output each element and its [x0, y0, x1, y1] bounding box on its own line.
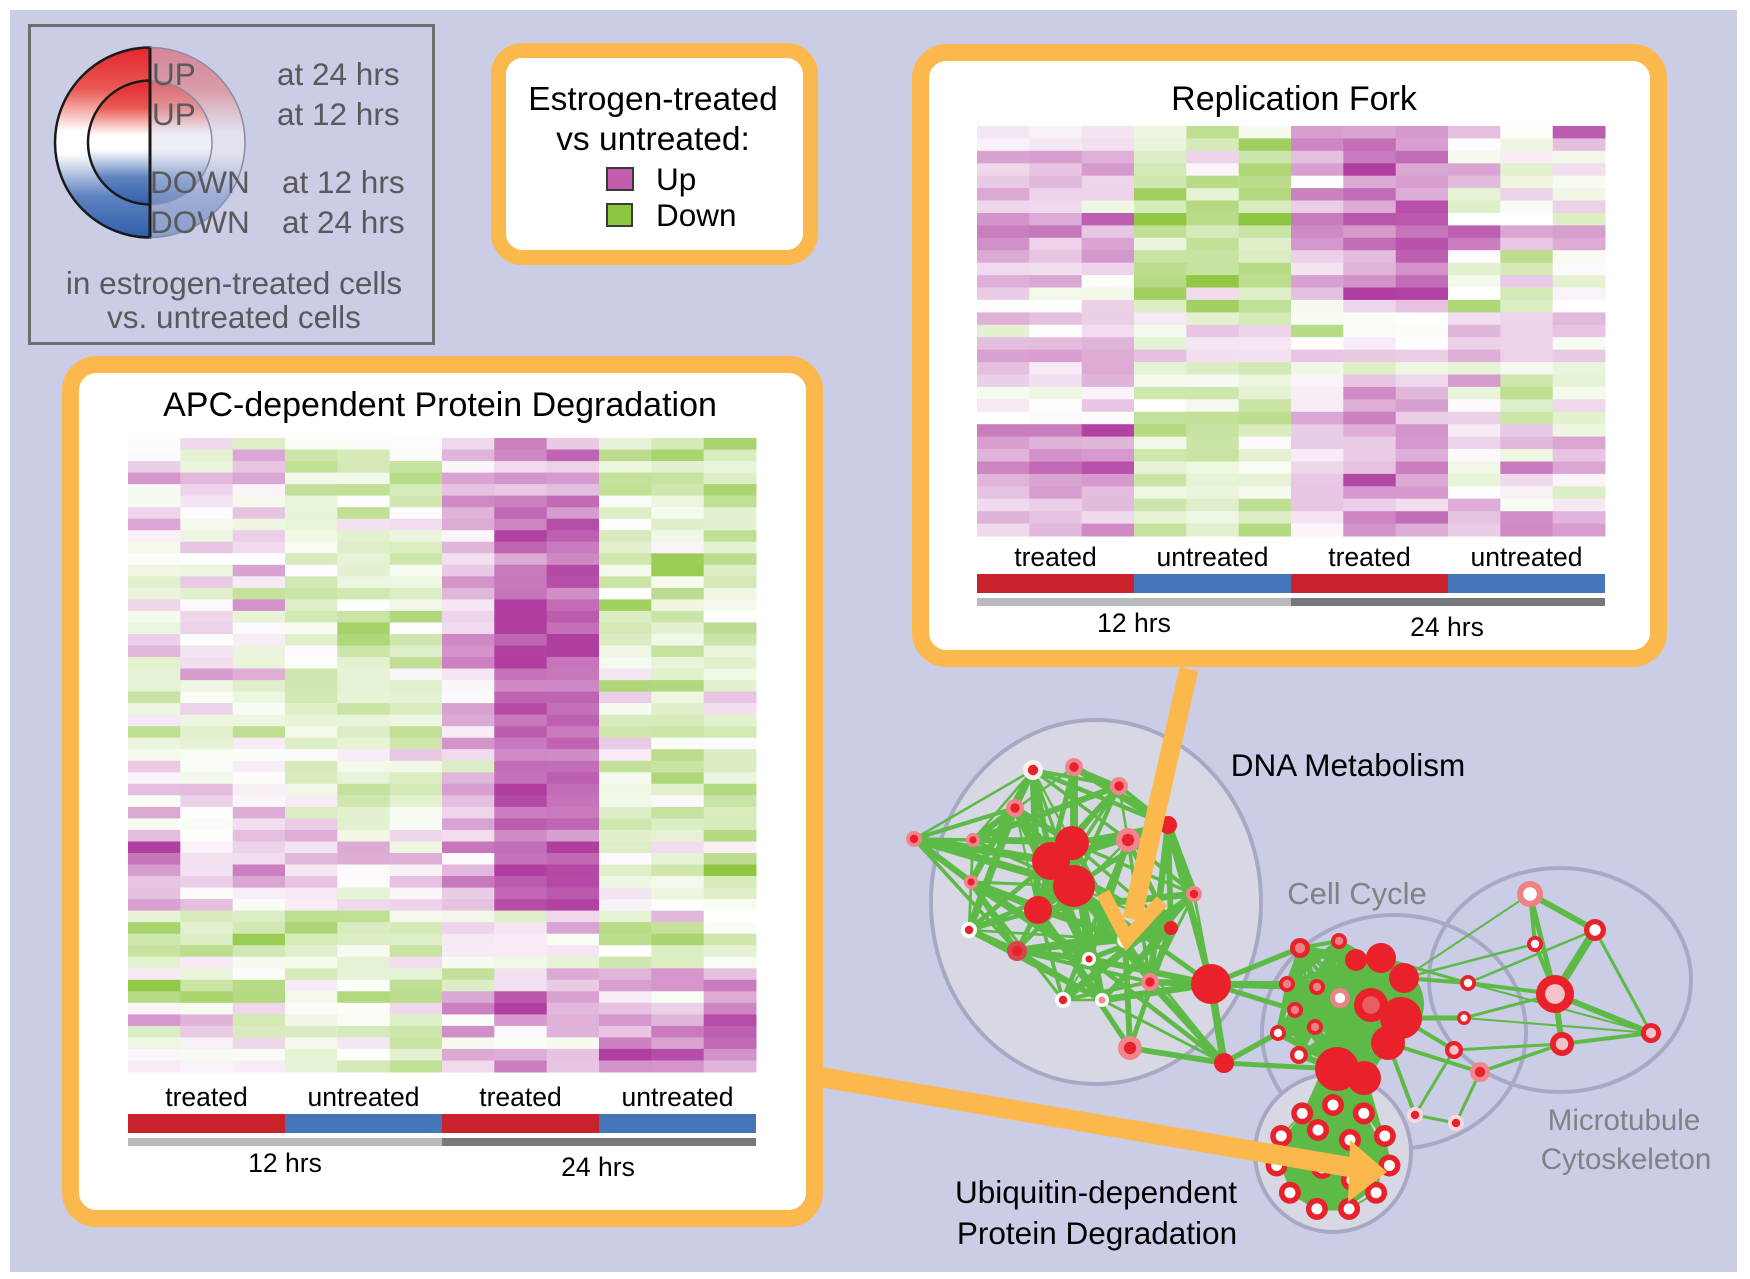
svg-text:UP: UP — [152, 96, 196, 132]
svg-text:at 12 hrs: at 12 hrs — [282, 164, 405, 200]
svg-text:at 12 hrs: at 12 hrs — [277, 96, 400, 132]
svg-text:treated: treated — [165, 1082, 248, 1112]
svg-text:DOWN: DOWN — [150, 164, 250, 200]
svg-text:untreated: untreated — [308, 1082, 420, 1112]
svg-text:untreated: untreated — [622, 1082, 734, 1112]
svg-text:Estrogen-treated: Estrogen-treated — [528, 81, 778, 118]
svg-text:vs untreated:: vs untreated: — [556, 121, 750, 158]
svg-text:DNA Metabolism: DNA Metabolism — [1231, 747, 1466, 783]
svg-text:in estrogen-treated cells: in estrogen-treated cells — [66, 265, 402, 301]
svg-text:Up: Up — [656, 161, 696, 197]
svg-text:Replication Fork: Replication Fork — [1171, 80, 1418, 118]
svg-text:Microtubule: Microtubule — [1548, 1104, 1700, 1137]
svg-text:treated: treated — [1014, 542, 1097, 572]
svg-text:at 24 hrs: at 24 hrs — [282, 204, 405, 240]
svg-text:Cell Cycle: Cell Cycle — [1287, 876, 1427, 911]
svg-text:untreated: untreated — [1471, 542, 1583, 572]
svg-text:Protein Degradation: Protein Degradation — [957, 1215, 1237, 1251]
svg-text:12 hrs: 12 hrs — [1097, 608, 1171, 638]
svg-text:treated: treated — [1328, 542, 1411, 572]
svg-text:12 hrs: 12 hrs — [248, 1148, 322, 1178]
svg-text:UP: UP — [152, 56, 196, 92]
svg-text:DOWN: DOWN — [150, 204, 250, 240]
svg-text:at 24 hrs: at 24 hrs — [277, 56, 400, 92]
svg-text:Cytoskeleton: Cytoskeleton — [1541, 1143, 1712, 1176]
svg-text:APC-dependent Protein Degradat: APC-dependent Protein Degradation — [163, 386, 717, 424]
svg-text:24 hrs: 24 hrs — [1410, 612, 1484, 642]
svg-text:untreated: untreated — [1157, 542, 1269, 572]
svg-text:Down: Down — [656, 197, 737, 233]
svg-text:treated: treated — [479, 1082, 562, 1112]
svg-text:vs. untreated cells: vs. untreated cells — [107, 299, 361, 335]
svg-text:24 hrs: 24 hrs — [561, 1152, 635, 1182]
svg-text:Ubiquitin-dependent: Ubiquitin-dependent — [955, 1174, 1237, 1210]
